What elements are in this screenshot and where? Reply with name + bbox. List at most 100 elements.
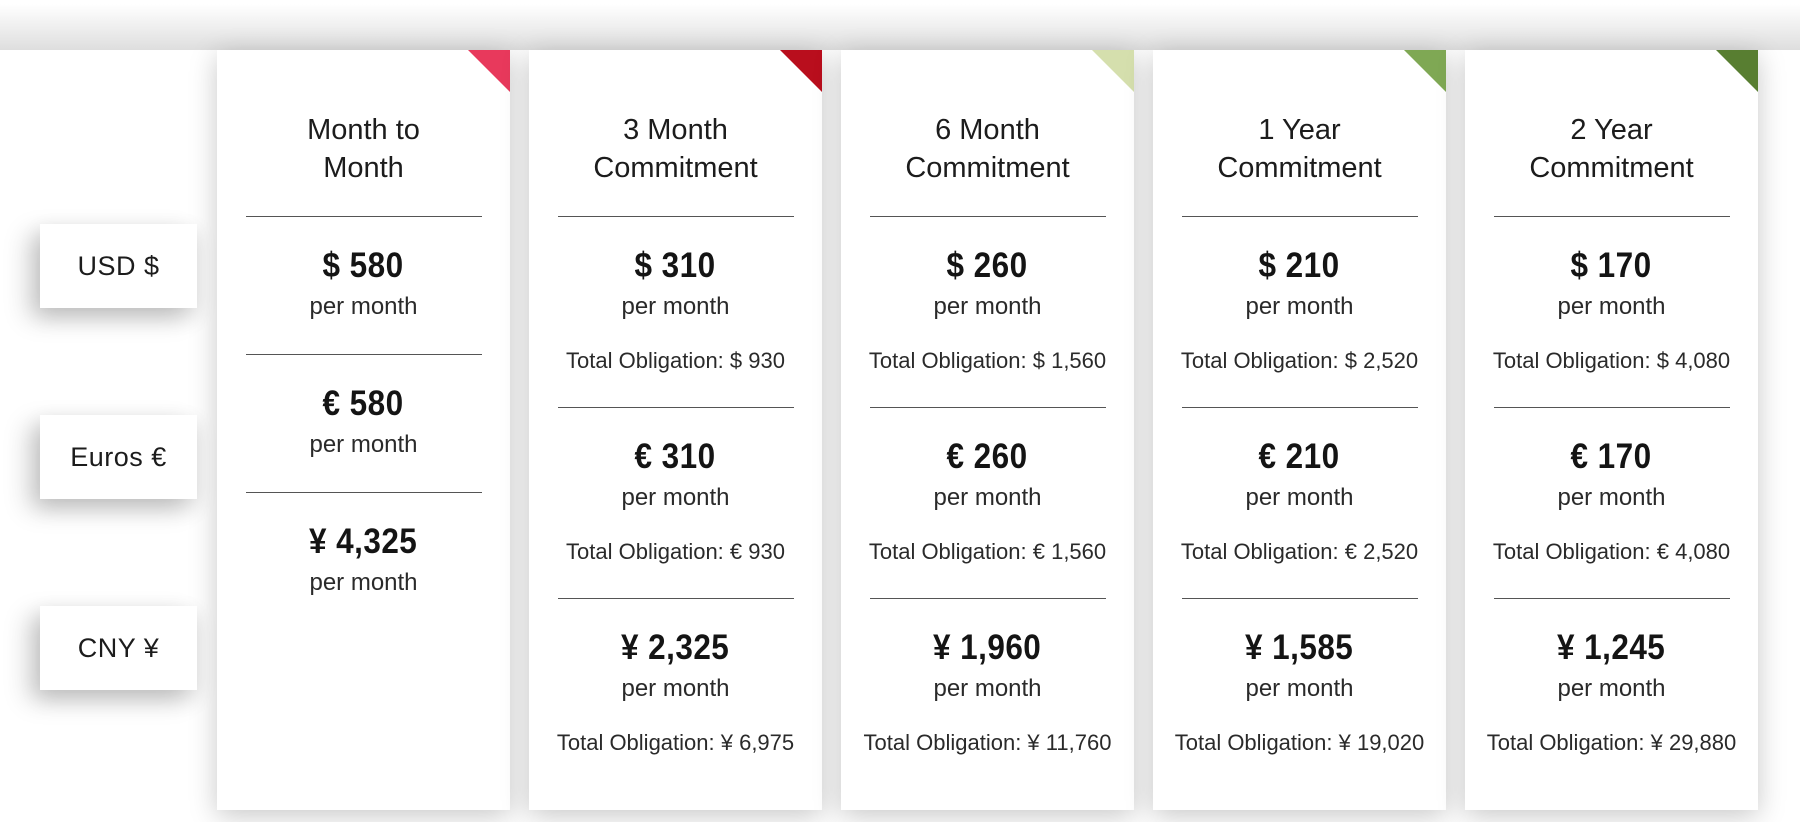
currency-row-label-usd: USD $: [40, 224, 197, 308]
cny-price: ¥ 2,325: [621, 628, 730, 667]
per-month-label: per month: [621, 675, 730, 702]
usd-price: $ 310: [634, 246, 717, 285]
per-month-label: per month: [1557, 484, 1666, 511]
per-month-label: per month: [1245, 484, 1354, 511]
divider: [557, 407, 794, 408]
divider: [557, 598, 794, 599]
currency-row-label-cny: CNY ¥: [40, 606, 197, 690]
card-title-line1: 3 Month: [623, 114, 728, 146]
per-month-label: per month: [1245, 293, 1354, 320]
cny-price: ¥ 4,325: [309, 522, 418, 561]
per-month-label: per month: [1557, 675, 1666, 702]
pricing-card-2-year: 2 Year Commitment $ 170 per month Total …: [1465, 50, 1758, 810]
cny-price: ¥ 1,245: [1557, 628, 1666, 667]
per-month-label: per month: [309, 569, 418, 596]
eur-price: € 260: [946, 437, 1029, 476]
per-month-label: per month: [621, 293, 730, 320]
card-title-line1: 6 Month: [935, 114, 1040, 146]
eur-price: € 580: [322, 384, 405, 423]
card-title-line1: Month to: [307, 114, 420, 146]
per-month-label: per month: [933, 484, 1042, 511]
usd-price: $ 580: [322, 246, 405, 285]
eur-section: € 170 per month Total Obligation: € 4,08…: [1465, 408, 1758, 599]
divider: [1493, 216, 1730, 217]
corner-ribbon-icon: [468, 50, 510, 92]
card-title-line2: Commitment: [593, 152, 758, 184]
currency-row-label-usd-text: USD $: [77, 250, 160, 281]
cny-total-obligation: Total Obligation: ¥ 6,975: [556, 730, 795, 755]
eur-total-obligation: Total Obligation: € 4,080: [1492, 539, 1731, 564]
currency-row-label-euros-text: Euros €: [70, 441, 167, 472]
cny-total-obligation: Total Obligation: ¥ 19,020: [1174, 730, 1425, 755]
usd-total-obligation: Total Obligation: $ 930: [566, 348, 785, 373]
eur-total-obligation: Total Obligation: € 1,560: [868, 539, 1107, 564]
divider: [1181, 216, 1418, 217]
card-title: 2 Year Commitment: [1465, 111, 1758, 187]
pricing-cards-row: Month to Month $ 580 per month € 580 per…: [217, 50, 1758, 810]
pricing-card-month-to-month: Month to Month $ 580 per month € 580 per…: [217, 50, 510, 810]
usd-section: $ 210 per month Total Obligation: $ 2,52…: [1153, 217, 1446, 408]
usd-total-obligation: Total Obligation: $ 2,520: [1180, 348, 1419, 373]
eur-section: € 210 per month Total Obligation: € 2,52…: [1153, 408, 1446, 599]
eur-price: € 210: [1258, 437, 1341, 476]
divider: [245, 216, 482, 217]
per-month-label: per month: [621, 484, 730, 511]
card-title-line2: Month: [323, 152, 404, 184]
per-month-label: per month: [1245, 675, 1354, 702]
per-month-label: per month: [309, 293, 418, 320]
cny-section: ¥ 4,325 per month: [217, 493, 510, 602]
divider: [245, 354, 482, 355]
corner-ribbon-icon: [1404, 50, 1446, 92]
divider: [1181, 598, 1418, 599]
eur-section: € 310 per month Total Obligation: € 930: [529, 408, 822, 599]
cny-section: ¥ 1,960 per month Total Obligation: ¥ 11…: [841, 599, 1134, 761]
currency-row-label-cny-text: CNY ¥: [77, 632, 160, 663]
eur-section: € 260 per month Total Obligation: € 1,56…: [841, 408, 1134, 599]
per-month-label: per month: [933, 675, 1042, 702]
usd-total-obligation: Total Obligation: $ 4,080: [1492, 348, 1731, 373]
divider: [869, 598, 1106, 599]
corner-ribbon-icon: [780, 50, 822, 92]
eur-price: € 310: [634, 437, 717, 476]
divider: [1493, 598, 1730, 599]
usd-price: $ 170: [1570, 246, 1653, 285]
card-title-line1: 2 Year: [1570, 114, 1653, 146]
cny-price: ¥ 1,585: [1245, 628, 1354, 667]
usd-total-obligation: Total Obligation: $ 1,560: [868, 348, 1107, 373]
currency-row-label-euros: Euros €: [40, 415, 197, 499]
card-title-line1: 1 Year: [1258, 114, 1341, 146]
cny-price: ¥ 1,960: [933, 628, 1042, 667]
card-title: 1 Year Commitment: [1153, 111, 1446, 187]
usd-section: $ 310 per month Total Obligation: $ 930: [529, 217, 822, 408]
card-title-line2: Commitment: [1217, 152, 1382, 184]
usd-price: $ 210: [1258, 246, 1341, 285]
divider: [245, 492, 482, 493]
divider: [1181, 407, 1418, 408]
per-month-label: per month: [309, 431, 418, 458]
cny-total-obligation: Total Obligation: ¥ 11,760: [863, 730, 1112, 755]
corner-ribbon-icon: [1092, 50, 1134, 92]
card-title: 6 Month Commitment: [841, 111, 1134, 187]
card-title: Month to Month: [217, 111, 510, 187]
eur-price: € 170: [1570, 437, 1653, 476]
per-month-label: per month: [933, 293, 1042, 320]
divider: [557, 216, 794, 217]
top-shadow-band: [0, 0, 1800, 50]
eur-total-obligation: Total Obligation: € 2,520: [1180, 539, 1419, 564]
pricing-card-1-year: 1 Year Commitment $ 210 per month Total …: [1153, 50, 1446, 810]
divider: [869, 407, 1106, 408]
usd-price: $ 260: [946, 246, 1029, 285]
eur-total-obligation: Total Obligation: € 930: [566, 539, 785, 564]
cny-section: ¥ 2,325 per month Total Obligation: ¥ 6,…: [529, 599, 822, 761]
usd-section: $ 260 per month Total Obligation: $ 1,56…: [841, 217, 1134, 408]
divider: [1493, 407, 1730, 408]
per-month-label: per month: [1557, 293, 1666, 320]
cny-section: ¥ 1,585 per month Total Obligation: ¥ 19…: [1153, 599, 1446, 761]
usd-section: $ 580 per month: [217, 217, 510, 355]
card-title: 3 Month Commitment: [529, 111, 822, 187]
divider: [869, 216, 1106, 217]
pricing-card-3-month: 3 Month Commitment $ 310 per month Total…: [529, 50, 822, 810]
usd-section: $ 170 per month Total Obligation: $ 4,08…: [1465, 217, 1758, 408]
card-title-line2: Commitment: [1529, 152, 1694, 184]
pricing-card-6-month: 6 Month Commitment $ 260 per month Total…: [841, 50, 1134, 810]
